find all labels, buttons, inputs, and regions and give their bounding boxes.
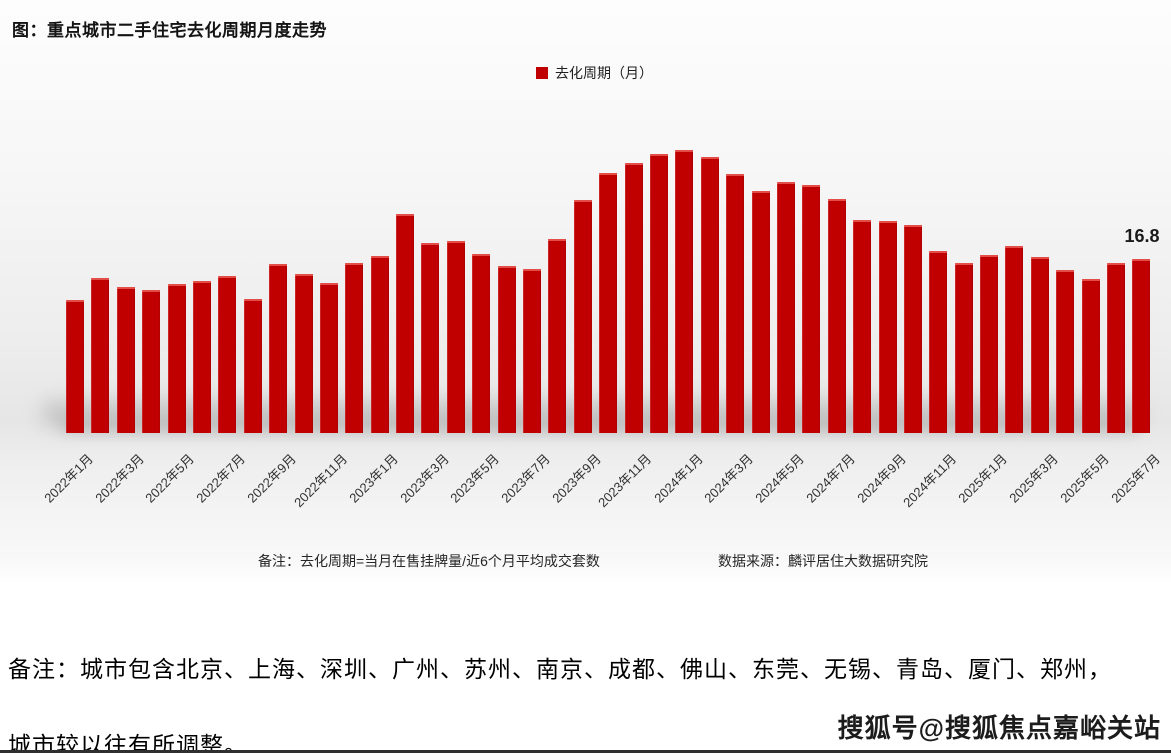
bar-2024年6月 (802, 185, 821, 433)
bar-2025年4月 (1056, 270, 1075, 433)
bar-2022年11月 (319, 283, 338, 433)
chart-footnote: 备注：去化周期=当月在售挂牌量/近6个月平均成交套数 (258, 553, 600, 569)
bar-2022年5月 (167, 284, 186, 433)
bar-2024年12月 (954, 263, 973, 433)
chart-data-source: 数据来源：麟评居住大数据研究院 (718, 553, 928, 569)
x-tick-label: 2025年5月 (1057, 451, 1112, 506)
x-tick-label: 2025年1月 (955, 451, 1011, 506)
x-tick-label: 2025年7月 (1108, 451, 1163, 506)
x-tick-label: 2024年11月 (900, 451, 960, 511)
x-tick-label: 2022年3月 (91, 451, 147, 506)
x-tick-label: 2023年1月 (346, 451, 401, 506)
bar-2022年1月 (66, 300, 84, 433)
chart-legend: 去化周期（月） (536, 63, 653, 83)
bar-2025年3月 (1030, 257, 1049, 433)
bar-2023年11月 (624, 163, 643, 433)
bottom-divider (0, 750, 1171, 753)
bar-2023年12月 (649, 154, 668, 433)
bar-2024年7月 (827, 199, 846, 433)
bar-2025年1月 (980, 255, 999, 433)
x-tick-label: 2024年3月 (701, 451, 757, 506)
watermark: 搜狐号@搜狐焦点嘉峪关站 (837, 713, 1161, 743)
bar-2023年6月 (497, 266, 516, 433)
bar-2023年10月 (599, 173, 618, 433)
article-note-line2: 城市较以往有所调整。 (8, 733, 248, 753)
bar-2023年2月 (396, 214, 415, 433)
bar-2024年1月 (675, 150, 694, 433)
bar-2025年5月 (1081, 279, 1100, 433)
x-tick-label: 2022年1月 (41, 451, 96, 506)
x-tick-label: 2023年3月 (396, 451, 452, 506)
article-note: 备注：城市包含北京、上海、深圳、广州、苏州、南京、成都、佛山、东莞、无锡、青岛、… (8, 650, 1168, 753)
bar-2023年3月 (421, 243, 440, 433)
bar-series (66, 0, 1151, 433)
bar-2022年2月 (91, 278, 110, 433)
bar-2024年4月 (751, 191, 770, 433)
chart-title: 图：重点城市二手住宅去化周期月度走势 (12, 21, 327, 40)
x-tick-label: 2024年7月 (803, 451, 858, 506)
bar-2024年9月 (878, 221, 897, 433)
bar-2022年6月 (192, 281, 211, 433)
bar-2022年12月 (345, 263, 364, 433)
bar-2022年9月 (269, 264, 288, 433)
bar-2022年7月 (218, 276, 237, 433)
bar-2022年8月 (243, 299, 262, 433)
bar-2025年2月 (1005, 246, 1024, 433)
chart-panel: 图：重点城市二手住宅去化周期月度走势 去化周期（月） 16.8 2022年1月 2… (0, 0, 1171, 585)
legend-color-swatch-icon (536, 67, 548, 79)
legend-label: 去化周期（月） (555, 65, 653, 81)
last-bar-value-label: 16.8 (1124, 226, 1160, 246)
bar-2023年1月 (370, 256, 389, 433)
article-note-line1: 备注：城市包含北京、上海、深圳、广州、苏州、南京、成都、佛山、东莞、无锡、青岛、… (8, 657, 1112, 682)
bar-2023年5月 (472, 254, 491, 433)
x-tick-label: 2024年5月 (752, 451, 808, 506)
bar-2024年2月 (700, 157, 719, 433)
bar-2022年3月 (116, 287, 135, 433)
x-tick-label: 2025年3月 (1006, 451, 1062, 506)
bar-2025年6月 (1107, 263, 1126, 433)
bar-2022年10月 (294, 274, 313, 433)
x-tick-label: 2022年7月 (193, 451, 249, 506)
bar-2024年11月 (929, 251, 948, 433)
x-tick-label: 2023年11月 (595, 451, 655, 511)
x-tick-label: 2023年7月 (498, 451, 554, 506)
bar-2024年5月 (776, 182, 795, 433)
bar-2024年8月 (853, 220, 872, 433)
x-tick-label: 2023年5月 (447, 451, 503, 506)
bar-2024年10月 (903, 225, 922, 433)
x-tick-label: 2022年5月 (142, 451, 198, 506)
bar-2023年9月 (573, 200, 592, 433)
x-tick-label: 2024年1月 (650, 451, 706, 506)
bar-2024年3月 (726, 174, 745, 433)
bar-2023年8月 (548, 239, 567, 433)
bar-2025年7月 (1132, 259, 1151, 433)
x-tick-label: 2022年11月 (290, 451, 350, 511)
bar-2023年4月 (446, 241, 465, 433)
bar-2022年4月 (142, 290, 161, 433)
bar-2023年7月 (523, 269, 542, 433)
